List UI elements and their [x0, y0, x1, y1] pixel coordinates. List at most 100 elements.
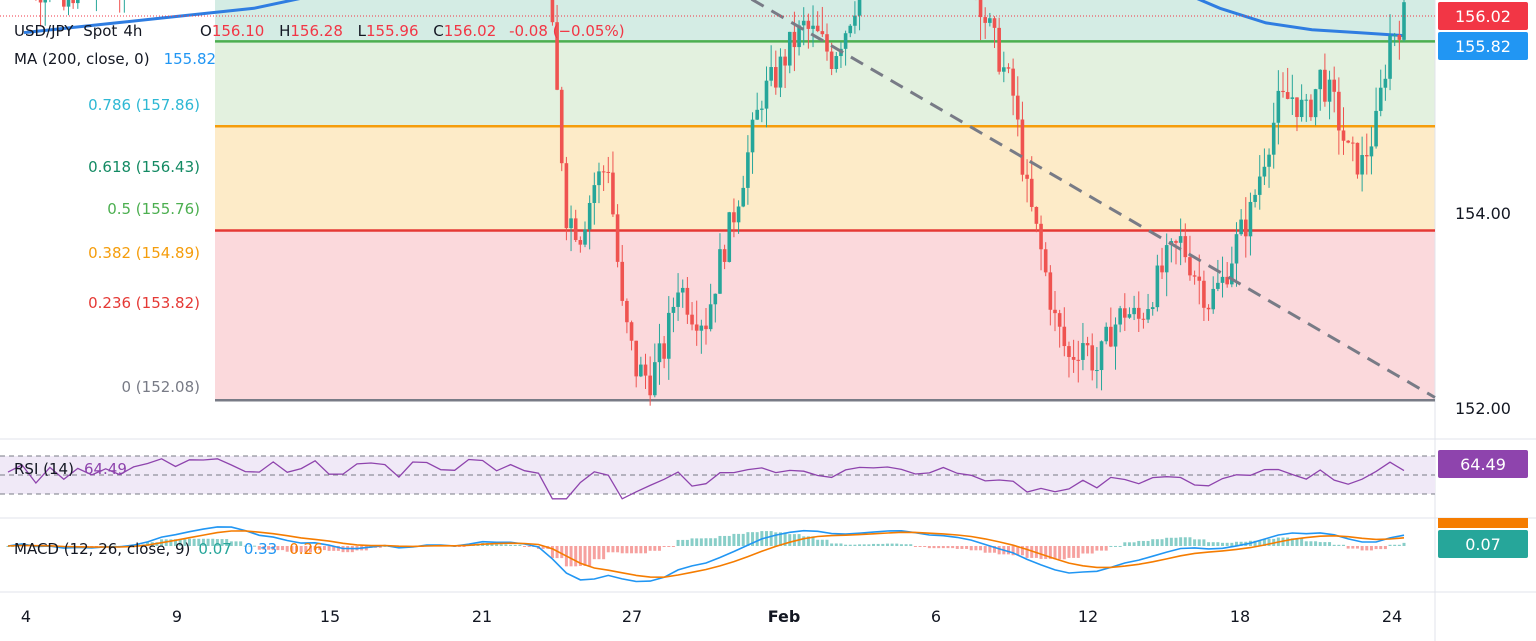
macd-histogram-bar	[685, 539, 689, 546]
candle-body	[1123, 308, 1127, 318]
candle-body	[620, 261, 625, 301]
candle-body	[1211, 288, 1216, 310]
macd-histogram-bar	[774, 532, 778, 546]
macd-histogram-bar	[676, 539, 680, 546]
fib-lines	[215, 40, 1435, 402]
candle-body	[1313, 89, 1318, 118]
macd-histogram-bar	[918, 546, 922, 547]
candle-body	[727, 212, 732, 262]
candle-body	[778, 56, 783, 88]
macd-histogram-bar	[1216, 542, 1220, 546]
macd-histogram-bar	[1118, 545, 1122, 547]
macd-legend[interactable]: MACD (12, 26, close, 9) 0.07 0.33 0.26	[14, 540, 323, 558]
macd-histogram-bar	[1188, 537, 1192, 546]
macd-histogram-bar	[1169, 537, 1173, 546]
macd-histogram-bar	[1174, 537, 1178, 546]
price-tick-label: 154.00	[1455, 204, 1511, 223]
rsi-axis-badge	[1438, 450, 1528, 478]
macd-histogram-bar	[923, 546, 927, 547]
macd-histogram-bar	[327, 546, 331, 551]
macd-histogram-bar	[1383, 546, 1387, 550]
candle-body	[1002, 67, 1006, 72]
macd-histogram-bar	[1011, 546, 1015, 556]
macd-histogram-bar	[285, 546, 289, 552]
macd-histogram-bar	[281, 546, 285, 551]
macd-histogram-bar	[872, 543, 876, 546]
macd-histogram-bar	[699, 538, 703, 546]
macd-histogram-bar	[834, 543, 838, 546]
candle-body	[1257, 176, 1262, 195]
ma-legend[interactable]: MA (200, close, 0) 155.82	[14, 50, 216, 68]
macd-histogram-bar	[993, 546, 997, 553]
macd-histogram-bar	[858, 544, 862, 546]
candle-body	[1132, 307, 1136, 315]
ma-price-value: 155.82	[1455, 37, 1511, 56]
fib-labels: 0.786 (157.86) 0.618 (156.43) 0.5 (155.76)…	[88, 96, 200, 396]
macd-histogram-bar	[820, 539, 824, 546]
candle-body	[1285, 92, 1290, 99]
candle-body	[587, 202, 592, 230]
macd-histogram-bar	[295, 546, 299, 552]
macd-histogram-bar	[816, 539, 820, 546]
candle-body	[1048, 272, 1053, 310]
macd-histogram-bar	[602, 546, 606, 560]
candle-body	[1281, 90, 1285, 93]
macd-histogram-bar	[732, 533, 736, 546]
candle-body	[615, 214, 620, 262]
time-tick-label: 12	[1078, 607, 1098, 626]
candle-body	[583, 229, 587, 245]
macd-axis-badge	[1438, 530, 1528, 558]
candle-body	[764, 80, 769, 109]
macd-histogram-bar	[844, 544, 848, 546]
last-price-value: 156.02	[1455, 7, 1511, 26]
high-value: 156.28	[290, 22, 343, 40]
macd-histogram-bar	[201, 538, 205, 546]
candle-body	[71, 0, 75, 4]
macd-histogram-bar	[690, 538, 694, 546]
macd-histogram-bar	[941, 546, 945, 549]
candle-body	[1299, 99, 1304, 118]
candle-body	[1388, 35, 1392, 79]
time-axis[interactable]: 4 9 15 21 27 Feb 6 12 18 24	[21, 607, 1402, 626]
macd-histogram-bar	[597, 546, 601, 560]
macd-histogram-bar	[211, 538, 215, 546]
candle-body	[848, 25, 853, 34]
macd-histogram-bar	[1207, 542, 1211, 546]
macd-histogram-bar	[267, 546, 271, 550]
rsi-legend[interactable]: RSI (14) 64.49	[14, 460, 127, 478]
macd-histogram-bar	[890, 543, 894, 546]
macd-histogram-bar	[1342, 544, 1346, 546]
ma200-line	[23, 0, 1405, 38]
candle-body	[1076, 359, 1081, 361]
candle-body	[1136, 307, 1141, 319]
macd-histogram-bar	[1267, 538, 1271, 546]
candle-body	[1029, 178, 1034, 207]
trendline[interactable]	[215, 0, 1436, 399]
fib-zone	[215, 0, 1435, 42]
macd-histogram-bar	[383, 545, 387, 547]
candle-body	[1397, 34, 1402, 40]
macd-histogram-bar	[197, 538, 201, 546]
candle-body	[1164, 245, 1169, 273]
macd-histogram-bar	[862, 544, 866, 546]
candle-body	[1230, 263, 1234, 285]
macd-label: MACD (12, 26, close, 9)	[14, 540, 190, 558]
macd-histogram-bar	[1183, 537, 1187, 546]
macd-histogram-bar	[15, 546, 19, 547]
candle-body	[1323, 69, 1327, 102]
rsi-value: 64.49	[84, 460, 127, 478]
time-tick-label: 9	[172, 607, 182, 626]
price-axis[interactable]: 152.00154.00156.00158.00160.00156.02155.…	[1438, 0, 1528, 418]
macd-histogram-bar	[1360, 546, 1364, 551]
candle-body	[611, 172, 615, 215]
candle-body	[564, 163, 569, 229]
candle-body	[1178, 236, 1183, 243]
macd-histogram-bar	[606, 546, 610, 553]
candle-body	[736, 206, 741, 223]
candle-body	[1360, 155, 1364, 175]
macd-histogram-bar	[625, 546, 629, 554]
macd-histogram-bar	[1039, 546, 1043, 559]
macd-histogram-bar	[308, 546, 312, 553]
macd-histogram-bar	[234, 541, 238, 546]
